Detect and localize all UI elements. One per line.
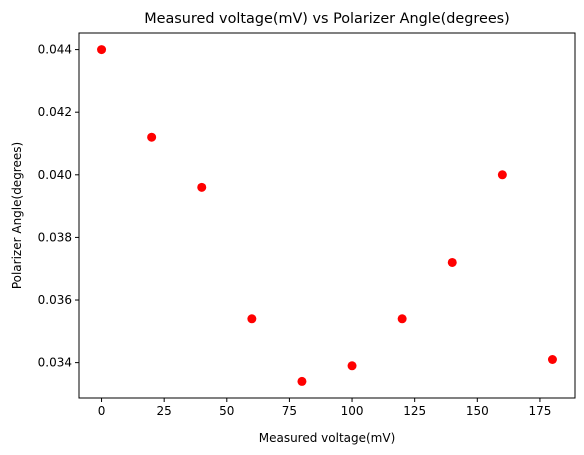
y-tick-label: 0.040: [38, 168, 72, 182]
x-tick-label: 50: [219, 404, 234, 418]
data-point: [347, 361, 357, 371]
chart-title: Measured voltage(mV) vs Polarizer Angle(…: [144, 11, 510, 27]
plot-area: [78, 32, 576, 399]
x-tick-label: 125: [403, 404, 426, 418]
x-tick-label: 75: [282, 404, 297, 418]
x-tick-label: 0: [98, 404, 106, 418]
y-tick-label: 0.044: [38, 43, 72, 57]
x-tick-label: 100: [341, 404, 364, 418]
x-tick-label: 150: [466, 404, 489, 418]
y-tick-label: 0.036: [38, 293, 72, 307]
y-axis: 0.034 0.036 0.038 0.040 0.042 0.044: [38, 43, 79, 370]
x-tick-label: 25: [157, 404, 172, 418]
y-tick-label: 0.038: [38, 230, 72, 244]
data-points: [97, 45, 557, 386]
data-point: [547, 354, 557, 364]
data-point: [97, 45, 107, 55]
data-point: [197, 182, 207, 192]
data-point: [247, 314, 257, 324]
y-axis-label: Polarizer Angle(degrees): [10, 142, 24, 289]
data-point: [147, 132, 157, 142]
y-tick-label: 0.034: [38, 356, 72, 370]
data-point: [297, 376, 307, 386]
data-point: [497, 170, 507, 180]
data-point: [397, 314, 407, 324]
y-tick-label: 0.042: [38, 105, 72, 119]
data-point: [447, 257, 457, 267]
x-axis: 0 25 50 75 100 125 150 175: [98, 398, 551, 418]
x-tick-label: 175: [528, 404, 551, 418]
x-axis-label: Measured voltage(mV): [259, 431, 396, 445]
